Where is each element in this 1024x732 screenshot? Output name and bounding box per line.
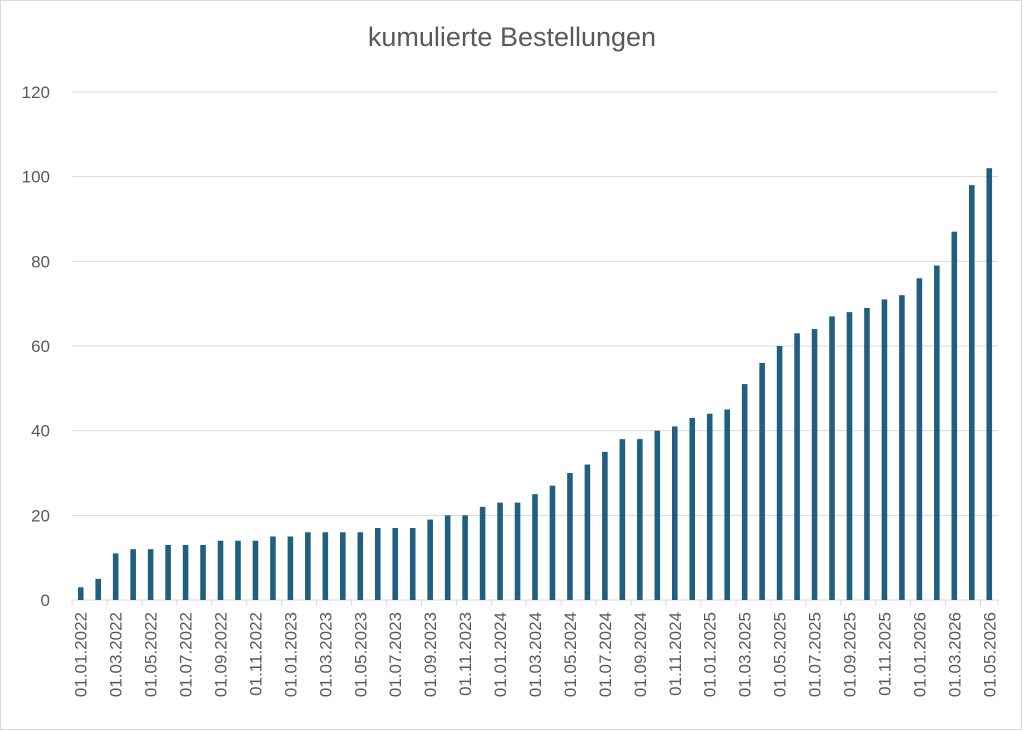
bar [235, 540, 241, 600]
x-tick-label: 01.11.2022 [246, 612, 265, 696]
x-tick-label: 01.07.2022 [177, 612, 196, 697]
x-tick-label: 01.03.2026 [945, 612, 964, 697]
bar [724, 409, 730, 600]
bar [602, 451, 608, 600]
bar [182, 544, 189, 600]
bar [567, 473, 573, 600]
bar [305, 532, 311, 600]
chart-title: kumulierte Bestellungen [367, 22, 657, 52]
x-tick-label: 01.01.2024 [491, 612, 510, 697]
bar [322, 532, 329, 600]
x-tick-label: 01.03.2024 [526, 612, 545, 697]
x-tick-label: 01.09.2023 [421, 612, 440, 697]
bar [968, 185, 975, 600]
bar [794, 333, 800, 600]
bar [147, 549, 154, 600]
y-tick-label: 0 [41, 591, 50, 610]
x-tick-label: 01.01.2026 [910, 612, 929, 697]
x-tick-label: 01.05.2025 [771, 612, 790, 697]
bar [95, 578, 102, 600]
bar [270, 536, 276, 600]
x-tick-label: 01.03.2025 [736, 612, 755, 697]
bar [217, 540, 224, 600]
y-tick-label: 60 [31, 337, 50, 356]
x-tick-label: 01.01.2023 [281, 612, 300, 697]
x-tick-label: 01.01.2025 [701, 612, 720, 697]
x-tick-label: 01.09.2022 [212, 612, 231, 697]
bar [706, 413, 713, 600]
x-tick-label: 01.11.2024 [666, 612, 685, 696]
bar [584, 464, 591, 600]
bar [532, 494, 538, 600]
bar [374, 528, 381, 600]
y-tick-label: 100 [22, 168, 50, 187]
bar [252, 540, 259, 600]
bar [846, 312, 853, 600]
x-tick-label: 01.05.2024 [561, 612, 580, 697]
bar [287, 536, 294, 600]
bar [130, 549, 136, 600]
x-tick-label: 01.07.2024 [596, 612, 615, 697]
bar [916, 278, 923, 600]
bar [829, 316, 835, 600]
bar [776, 346, 783, 600]
bar [200, 544, 206, 600]
bar [165, 544, 171, 600]
x-tick-label: 01.05.2022 [142, 612, 161, 697]
bar [497, 502, 503, 600]
bar [671, 426, 678, 600]
x-tick-label: 01.05.2026 [980, 612, 999, 697]
bar [514, 502, 521, 600]
bar [444, 515, 451, 600]
bar [462, 515, 468, 600]
bar [951, 231, 958, 600]
x-tick-label: 01.01.2022 [72, 612, 91, 697]
bar [759, 362, 765, 600]
bar [112, 553, 119, 600]
bar [427, 519, 433, 600]
x-tick-label: 01.07.2025 [806, 612, 825, 697]
bar [479, 506, 486, 600]
bar [899, 295, 905, 600]
x-tick-label: 01.03.2022 [107, 612, 126, 697]
bar [689, 417, 696, 600]
bar [77, 587, 84, 600]
x-tick-label: 01.03.2023 [316, 612, 335, 697]
bar [357, 532, 364, 600]
x-tick-label: 01.07.2023 [386, 612, 405, 697]
bar [811, 329, 818, 600]
bar [637, 439, 643, 600]
bar [654, 430, 661, 600]
bar [864, 307, 870, 600]
y-tick-label: 80 [31, 252, 50, 271]
bar [409, 528, 416, 600]
bar [619, 439, 626, 600]
y-tick-label: 120 [22, 83, 50, 102]
x-tick-label: 01.11.2023 [456, 612, 475, 696]
bar [549, 485, 556, 600]
bar [340, 532, 346, 600]
y-tick-label: 20 [31, 506, 50, 525]
bar [934, 265, 940, 600]
bar [986, 168, 993, 600]
bar [881, 299, 888, 600]
x-tick-label: 01.05.2023 [351, 612, 370, 697]
bar [741, 384, 748, 600]
y-tick-label: 40 [31, 422, 50, 441]
x-tick-label: 01.09.2024 [631, 612, 650, 697]
x-tick-label: 01.11.2025 [875, 612, 894, 696]
x-tick-label: 01.09.2025 [840, 612, 859, 697]
bar [392, 528, 399, 600]
